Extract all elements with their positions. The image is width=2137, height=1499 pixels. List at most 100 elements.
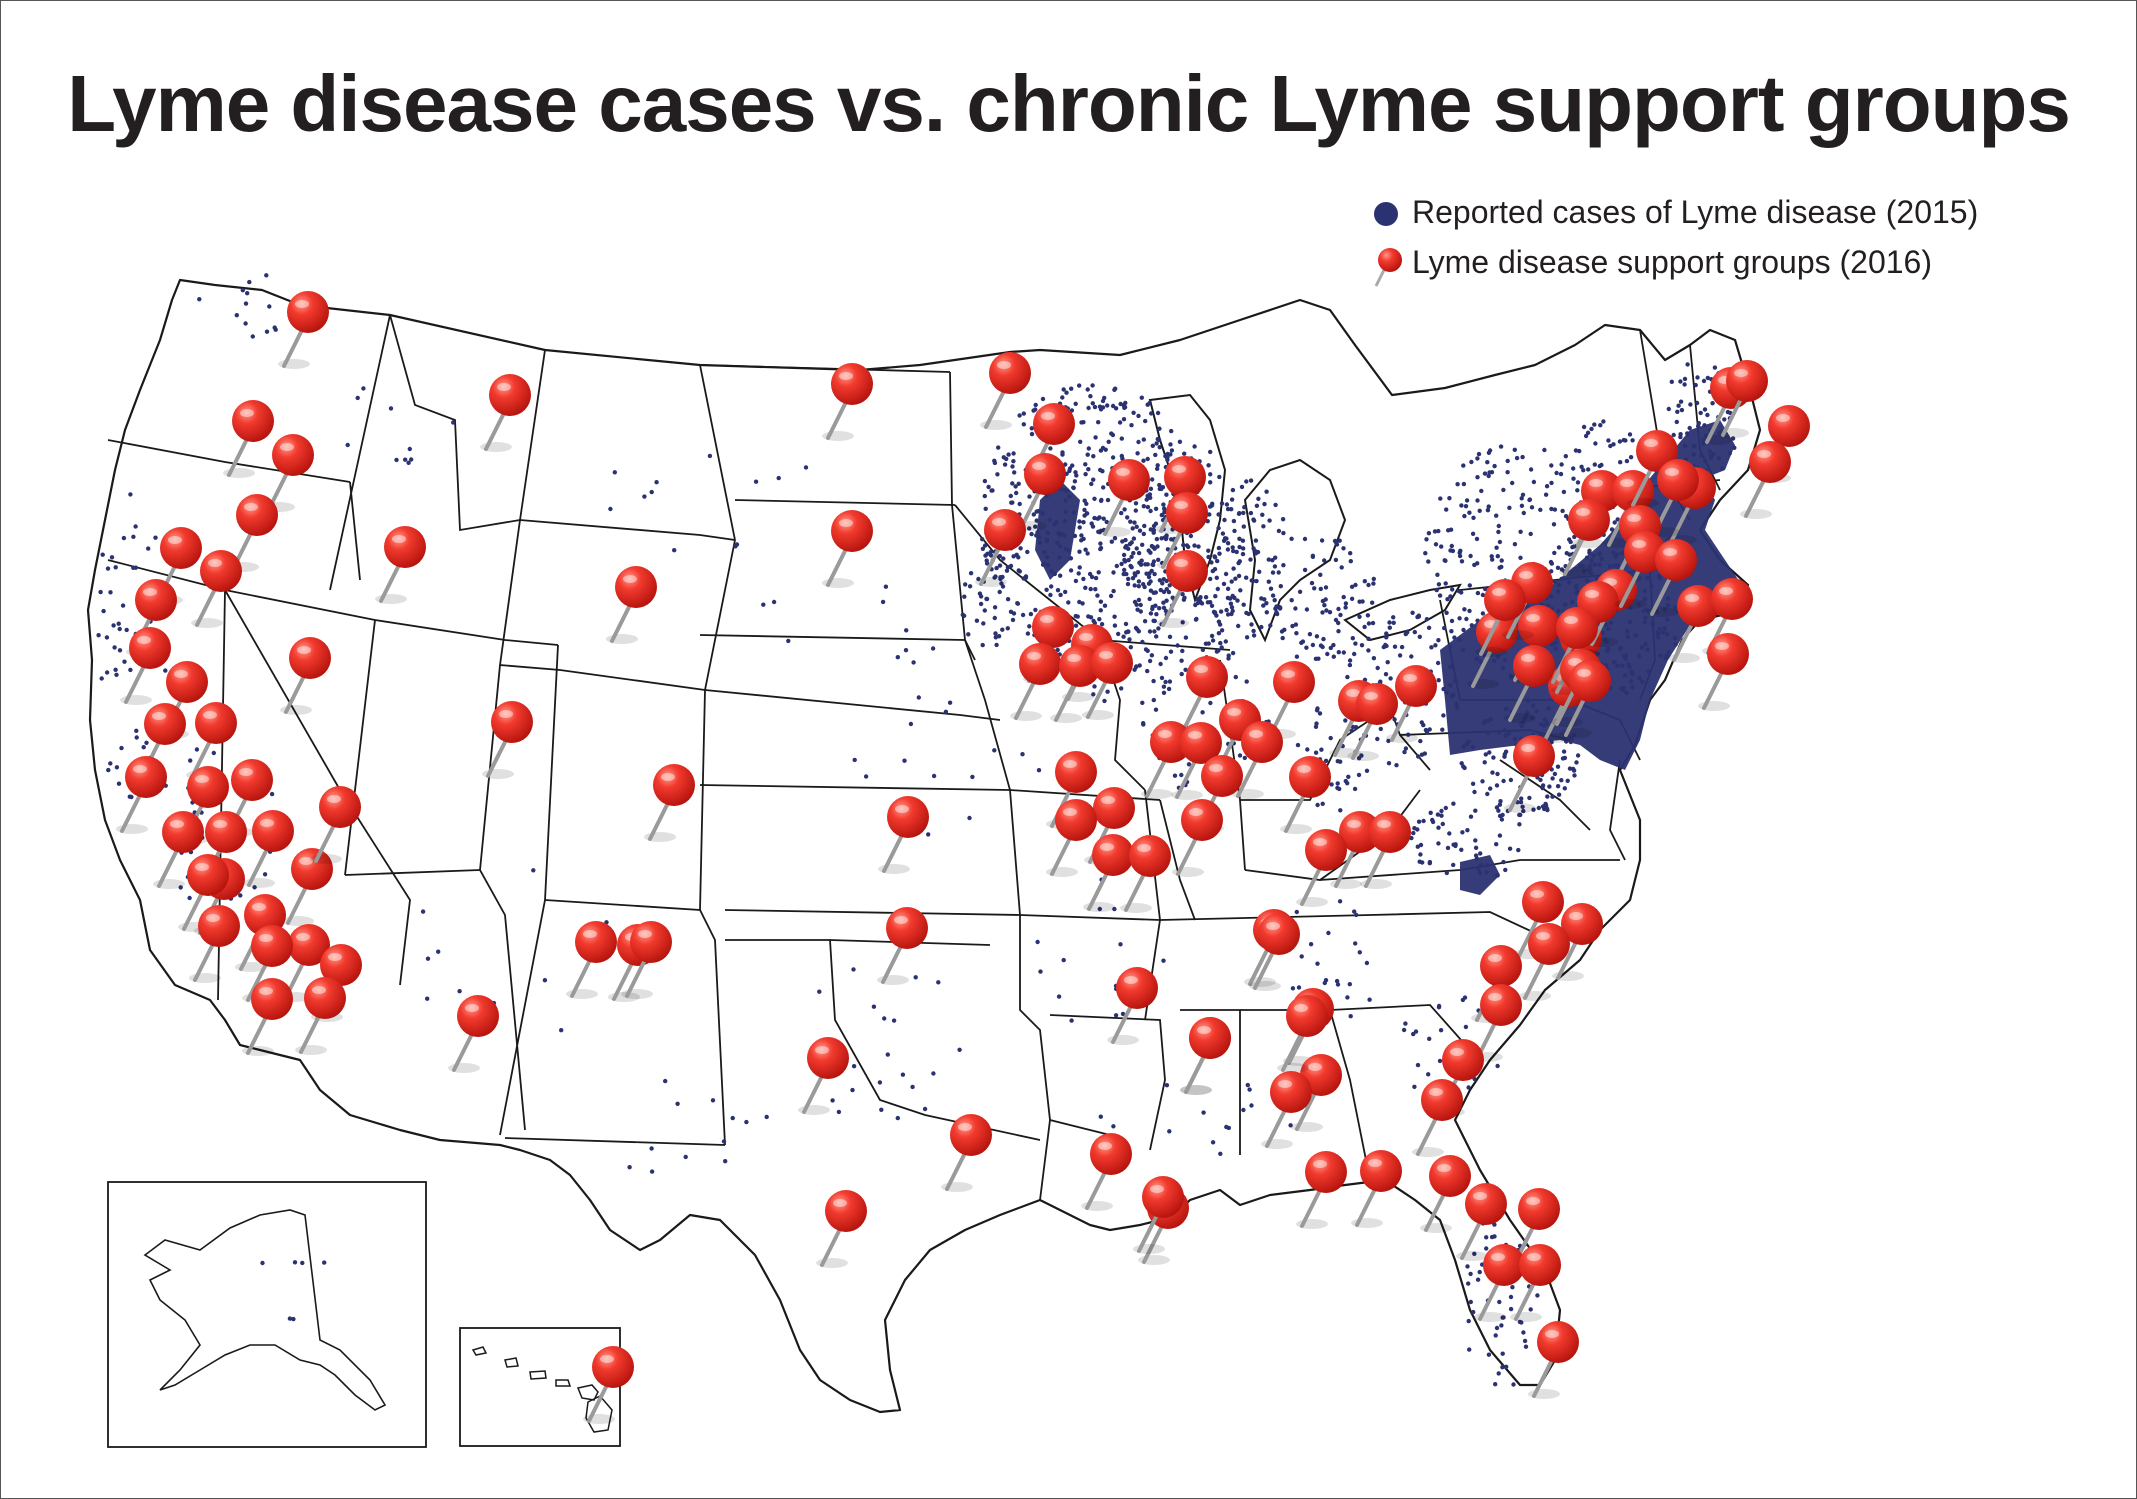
case-dot (1387, 620, 1392, 625)
case-dot (1433, 542, 1439, 547)
case-dot (1366, 582, 1371, 588)
case-dot (1166, 686, 1172, 692)
support-group-pin (278, 291, 329, 369)
case-dot (1693, 382, 1698, 388)
case-dot (1027, 624, 1032, 629)
case-dot (1627, 432, 1633, 437)
case-dot (1153, 590, 1159, 595)
case-dot (1001, 455, 1006, 460)
case-dot (1113, 386, 1118, 391)
navy-dot-icon (1374, 202, 1398, 226)
case-dot (1135, 451, 1140, 456)
case-dot (1192, 444, 1197, 449)
case-dot (1093, 587, 1098, 592)
case-dot (1127, 637, 1132, 642)
case-dot (1073, 623, 1079, 628)
case-dot (1471, 515, 1476, 520)
case-dot (1070, 463, 1075, 468)
case-dot (1494, 1325, 1500, 1331)
case-dot (1349, 728, 1354, 733)
case-dot (1154, 612, 1159, 617)
case-dot (1327, 610, 1333, 615)
case-dot (1138, 609, 1144, 614)
case-dot (1357, 599, 1362, 604)
case-dot (1215, 586, 1221, 592)
case-dot (1538, 722, 1544, 727)
case-dot (1545, 807, 1550, 813)
case-dot (1511, 1382, 1516, 1387)
case-dot (1085, 387, 1090, 392)
case-dot (1343, 718, 1348, 723)
case-dot (1445, 845, 1451, 851)
case-dot (1112, 614, 1117, 619)
case-dot (1143, 418, 1148, 424)
case-dot (1440, 727, 1445, 732)
case-dot (1251, 628, 1256, 634)
case-dot (1323, 978, 1329, 983)
case-dot (1164, 598, 1169, 603)
case-dot (663, 1078, 668, 1084)
case-dot (931, 1071, 936, 1076)
case-dot (1126, 629, 1131, 634)
case-dot (1241, 1107, 1246, 1113)
case-dot (1125, 581, 1131, 587)
case-dot (1592, 422, 1597, 427)
case-dot (1486, 504, 1491, 509)
case-dot (1029, 426, 1035, 431)
case-dot (1499, 1323, 1504, 1328)
case-dot (1233, 674, 1239, 680)
case-dot (1068, 556, 1074, 561)
case-dot (1658, 653, 1663, 658)
case-dot (967, 815, 972, 821)
case-dot (1459, 559, 1465, 564)
case-dot (1273, 502, 1278, 508)
case-dot (1052, 571, 1058, 577)
support-group-pin (606, 566, 657, 644)
case-dot (1450, 587, 1455, 592)
case-dot (1208, 576, 1213, 582)
case-dot (1556, 608, 1561, 614)
case-dot (1200, 647, 1206, 652)
case-dot (1464, 741, 1470, 747)
case-dot (1113, 406, 1119, 411)
case-dot (1411, 830, 1416, 836)
case-dot (880, 599, 886, 605)
case-dot (1627, 619, 1633, 625)
case-dot (1218, 1151, 1223, 1157)
case-dot (882, 1016, 887, 1021)
case-dot (1628, 679, 1634, 684)
case-dot (1131, 550, 1136, 556)
case-dot (1418, 842, 1424, 848)
case-dot (863, 774, 869, 779)
case-dot (1236, 623, 1241, 629)
case-dot (1255, 549, 1261, 555)
case-dot (1092, 496, 1097, 501)
case-dot (1444, 507, 1449, 512)
case-dot (1249, 622, 1254, 627)
case-dot (264, 273, 269, 278)
case-dot (993, 631, 998, 636)
case-dot (1386, 738, 1391, 744)
case-dot (997, 563, 1003, 568)
case-dot (1280, 635, 1285, 641)
case-dot (1073, 401, 1078, 406)
case-dot (133, 565, 138, 570)
case-dot (1413, 1029, 1419, 1034)
case-dot (1098, 528, 1104, 533)
case-dot (1157, 578, 1163, 583)
case-dot (1449, 543, 1455, 549)
case-dot (1705, 412, 1710, 418)
case-dot (1315, 802, 1320, 808)
case-dot (1473, 838, 1478, 843)
case-dot (1331, 642, 1336, 648)
case-dot (911, 660, 916, 665)
case-dot (967, 584, 973, 589)
case-dot (1136, 597, 1142, 603)
case-dot (1091, 477, 1096, 482)
case-dot (1442, 625, 1447, 631)
case-dot (885, 1052, 890, 1057)
case-dot (1343, 601, 1349, 606)
case-dot (1678, 379, 1683, 384)
case-dot (144, 740, 149, 745)
case-dot (1482, 760, 1487, 765)
